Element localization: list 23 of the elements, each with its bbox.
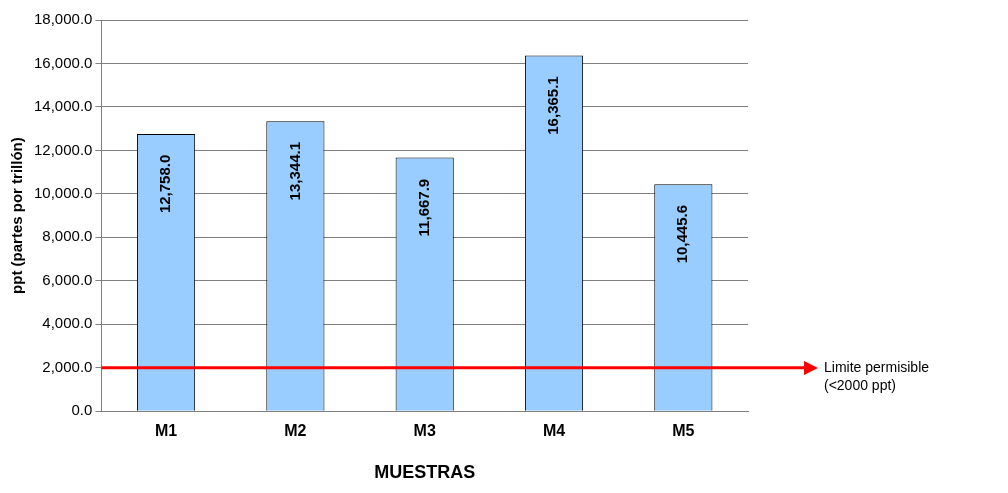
x-tick-label: M2	[284, 422, 307, 440]
data-label: 12,758.0	[156, 154, 174, 214]
y-tick-label: 18,000.0	[34, 10, 93, 28]
y-tick-label: 10,000.0	[34, 184, 93, 202]
ref-line-label: Limite permisible (<2000 ppt)	[824, 358, 930, 393]
x-tick-label: M3	[413, 422, 436, 440]
y-tick-label: 8,000.0	[42, 227, 93, 245]
y-axis-title: ppt (partes por trillón)	[8, 137, 26, 294]
data-label: 10,445.6	[673, 204, 691, 264]
y-tick-label: 16,000.0	[34, 53, 93, 71]
y-tick-label: 0.0	[71, 401, 93, 419]
y-tick-label: 4,000.0	[42, 314, 93, 332]
data-label: 13,344.1	[285, 141, 303, 201]
data-label: 16,365.1	[544, 76, 562, 135]
x-tick-label: M5	[672, 422, 695, 440]
data-label: 11,667.9	[414, 178, 432, 237]
y-tick-label: 6,000.0	[42, 270, 93, 288]
y-tick-label: 2,000.0	[42, 357, 93, 375]
x-axis-title: MUESTRAS	[374, 462, 476, 483]
y-tick-label: 14,000.0	[34, 97, 93, 115]
x-tick-label: M4	[542, 422, 566, 440]
y-tick-label: 12,000.0	[34, 140, 93, 158]
x-tick-label: M1	[154, 422, 178, 440]
